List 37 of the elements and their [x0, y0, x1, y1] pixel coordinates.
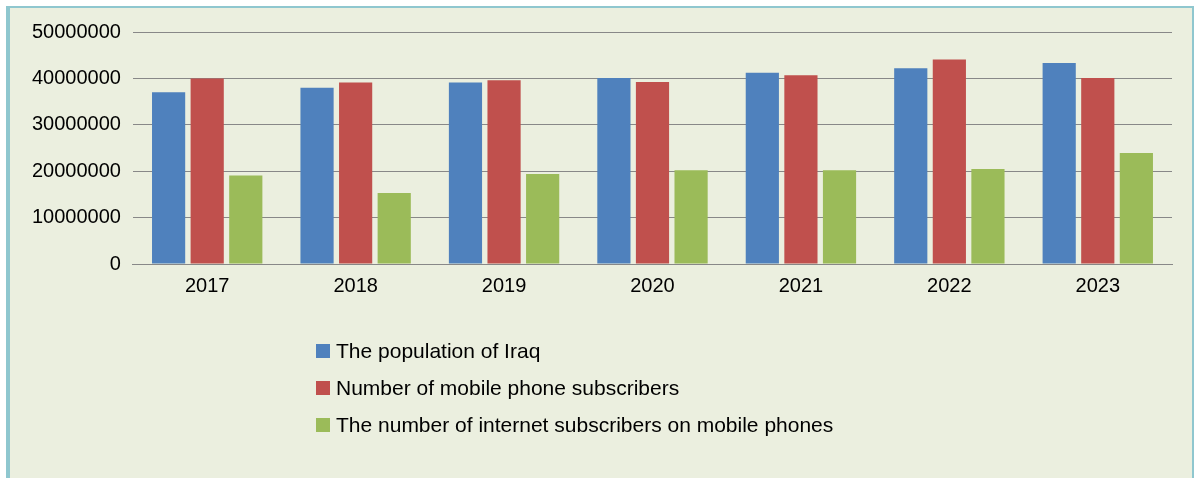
bar [894, 68, 928, 264]
bar [597, 77, 631, 264]
bar [526, 173, 560, 264]
x-tick-label: 2019 [481, 273, 527, 296]
bar [822, 170, 857, 264]
bar [971, 168, 1005, 264]
bar [229, 175, 263, 264]
legend-label: The number of internet subscribers on mobile phones [336, 413, 834, 437]
bar [932, 59, 966, 264]
legend-label: Number of mobile phone subscribers [336, 376, 680, 400]
bar [635, 82, 670, 264]
bar [152, 92, 186, 264]
y-tick-label: 10000000 [32, 205, 121, 228]
bar [339, 82, 373, 264]
bar [1081, 77, 1115, 264]
y-tick-label: 0 [109, 251, 121, 274]
x-tick-label: 2021 [778, 273, 824, 296]
bar [300, 87, 334, 264]
x-tick-label: 2023 [1075, 273, 1121, 296]
bar [448, 82, 483, 264]
y-tick-label: 30000000 [32, 112, 121, 135]
y-tick-label: 40000000 [32, 65, 121, 88]
bar [377, 193, 411, 264]
x-tick-label: 2017 [184, 273, 230, 296]
bar [487, 80, 521, 264]
y-tick-label: 20000000 [32, 158, 121, 181]
bar [674, 170, 708, 264]
x-tick-label: 2022 [927, 273, 972, 296]
bar [1119, 153, 1153, 264]
bar [784, 75, 818, 264]
bar [745, 72, 779, 264]
legend-label: The population of Iraq [336, 339, 541, 363]
y-tick-label: 50000000 [32, 19, 121, 42]
bar [190, 78, 224, 264]
x-tick-label: 2020 [630, 273, 675, 296]
bar [1042, 63, 1076, 264]
x-tick-label: 2018 [333, 273, 378, 296]
